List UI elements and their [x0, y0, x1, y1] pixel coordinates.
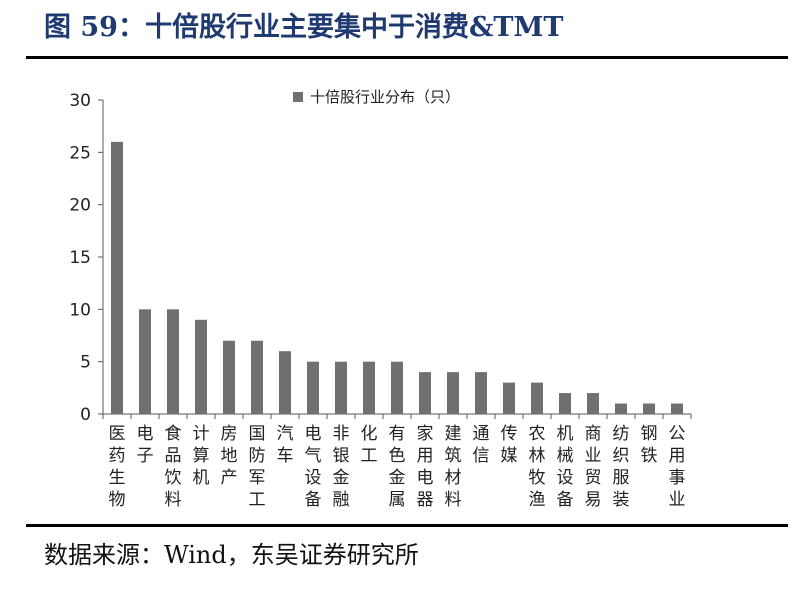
x-tick-label: 通信: [473, 424, 490, 466]
x-tick-label: 传媒: [501, 424, 518, 466]
bar-化工: [363, 361, 375, 414]
x-tick-label: 食品饮料: [165, 424, 182, 510]
x-tick-label: 钢铁: [641, 424, 658, 466]
bar-纺织服装: [615, 403, 627, 414]
bar-汽车: [279, 351, 291, 414]
y-tick-label: 20: [69, 196, 91, 216]
bar-电子: [139, 309, 151, 414]
y-tick-label: 5: [80, 353, 91, 373]
bar-有色金属: [391, 361, 403, 414]
x-tick-label: 机械设备: [557, 424, 574, 510]
x-tick-label: 房地产: [221, 424, 238, 488]
bar-钢铁: [643, 403, 655, 414]
bar-机械设备: [559, 393, 571, 414]
x-tick-label: 有色金属: [389, 424, 406, 510]
x-tick-label: 公用事业: [669, 424, 686, 510]
legend-swatch: [293, 92, 303, 102]
x-tick-label: 家用电器: [417, 424, 434, 510]
figure-title: 图 59：十倍股行业主要集中于消费&TMT: [44, 12, 564, 43]
y-tick-label: 10: [69, 300, 91, 320]
x-tick-label: 汽车: [277, 424, 294, 466]
y-tick-label: 25: [69, 143, 91, 163]
x-tick-label: 非银金融: [333, 424, 350, 510]
bar-非银金融: [335, 361, 347, 414]
bar-家用电器: [419, 372, 431, 414]
y-axis: 0 5 10 15 20 25 30: [69, 91, 104, 425]
bar-series: [111, 141, 683, 414]
bar-医药生物: [111, 141, 123, 414]
x-axis: 医药生物电子食品饮料计算机房地产国防军工汽车电气设备非银金融化工有色金属家用电器…: [102, 413, 692, 510]
source-rule: [26, 524, 788, 527]
x-tick-label: 国防军工: [249, 424, 266, 510]
bar-商业贸易: [587, 393, 599, 414]
bar-通信: [475, 372, 487, 414]
x-tick-label: 商业贸易: [585, 424, 602, 510]
x-tick-label: 电气设备: [305, 424, 322, 510]
bar-公用事业: [671, 403, 683, 414]
x-tick-label: 纺织服装: [613, 424, 630, 510]
title-rule: [26, 56, 788, 59]
source-note: 数据来源：Wind，东吴证券研究所: [44, 541, 419, 569]
bar-计算机: [195, 319, 207, 414]
bar-传媒: [503, 382, 515, 414]
x-tick-label: 建筑材料: [445, 424, 462, 510]
bar-建筑材料: [447, 372, 459, 414]
bar-农林牧渔: [531, 382, 543, 414]
y-tick-label: 15: [69, 248, 91, 268]
bar-食品饮料: [167, 309, 179, 414]
x-tick-label: 化工: [361, 424, 378, 466]
x-tick-label: 计算机: [193, 424, 210, 488]
bar-chart: 0 5 10 15 20 25 30 医药生物电子食品饮料计算机房地产国防军工汽车电气设备非…: [69, 88, 692, 510]
bar-房地产: [223, 340, 235, 414]
x-tick-label: 电子: [137, 424, 154, 466]
y-tick-label: 0: [80, 405, 91, 425]
x-tick-label: 医药生物: [109, 424, 126, 510]
legend-label: 十倍股行业分布（只）: [310, 88, 460, 106]
bar-电气设备: [307, 361, 319, 414]
y-tick-label: 30: [69, 91, 91, 111]
legend: 十倍股行业分布（只）: [293, 88, 460, 106]
x-tick-label: 农林牧渔: [529, 424, 546, 510]
bar-国防军工: [251, 340, 263, 414]
